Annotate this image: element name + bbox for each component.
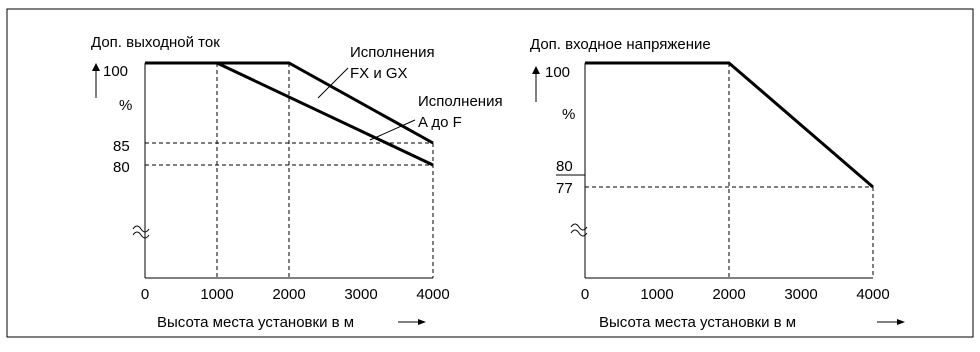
right-ytick-80: 80: [556, 158, 573, 175]
left-series-1-label-line-2: FX и GX: [350, 65, 408, 82]
right-xtick-4000: 4000: [856, 286, 889, 303]
left-y-arrow-icon: [92, 63, 100, 98]
left-series-1-label-line-1: Исполнения: [350, 44, 435, 61]
left-ytick-80: 80: [113, 159, 130, 176]
left-series-1-leader: [317, 67, 349, 99]
right-y-unit: %: [562, 106, 575, 123]
left-series-2-leader: [369, 119, 416, 141]
left-plot-area: [145, 61, 434, 278]
left-xtick-2000: 2000: [272, 286, 305, 303]
left-y-unit: %: [119, 97, 132, 114]
right-x-arrow-icon: [877, 319, 905, 325]
right-xtick-2000: 2000: [712, 286, 745, 303]
left-xtick-3000: 3000: [344, 286, 377, 303]
right-plot-area: [585, 61, 874, 278]
chart-right: Доп. входное напряжение % 100 80 77 0 10…: [530, 36, 905, 331]
left-series-2-label-line-1: Исполнения: [418, 93, 503, 110]
left-y-label: Доп. выходной ток: [91, 34, 220, 51]
left-series-2-line: [145, 61, 434, 167]
left-axis-break-icon: [132, 225, 150, 239]
right-axis-break-icon: [570, 223, 588, 237]
left-ytick-85: 85: [113, 138, 130, 155]
right-series-1-line: [585, 61, 874, 189]
right-xtick-0: 0: [581, 286, 589, 303]
left-x-label: Высота места установки в м: [157, 314, 354, 331]
left-series-2-label-line-2: A до F: [418, 114, 462, 131]
left-ytick-100: 100: [103, 63, 128, 80]
right-y-label: Доп. входное напряжение: [530, 36, 711, 53]
right-xtick-1000: 1000: [640, 286, 673, 303]
right-y-arrow-icon: [532, 66, 540, 102]
left-xtick-4000: 4000: [416, 286, 449, 303]
left-x-arrow-icon: [398, 319, 426, 325]
left-xtick-0: 0: [141, 286, 149, 303]
left-xtick-1000: 1000: [200, 286, 233, 303]
right-xtick-3000: 3000: [784, 286, 817, 303]
right-ytick-77: 77: [556, 180, 573, 197]
figure-frame: [6, 8, 974, 338]
chart-left: Доп. выходной ток % 100 85 80 0 1000 200…: [91, 34, 503, 331]
right-ytick-100: 100: [545, 64, 570, 81]
right-x-label: Высота места установки в м: [599, 314, 796, 331]
